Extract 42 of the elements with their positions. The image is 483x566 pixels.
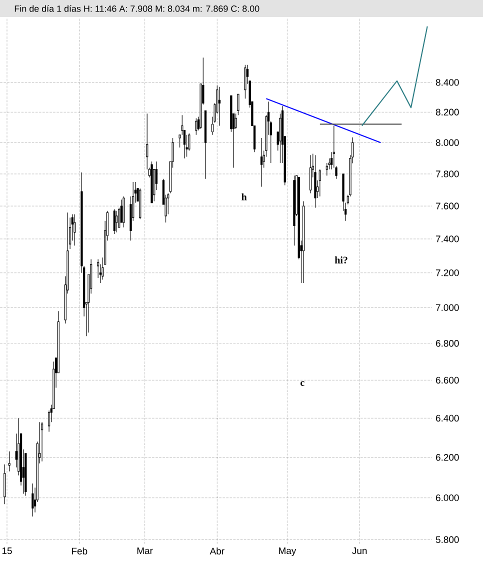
x-tick-label: Mar xyxy=(137,547,153,554)
candlestick xyxy=(40,422,44,462)
candlestick xyxy=(310,154,312,194)
y-tick-label: 7.400 xyxy=(436,236,459,242)
y-tick-label: 7.600 xyxy=(436,202,459,210)
y-tick-label: 6.000 xyxy=(436,494,459,502)
candlestick xyxy=(234,113,237,130)
candlestick xyxy=(15,433,18,468)
annotation: h xyxy=(242,193,247,200)
candlestick xyxy=(32,483,34,517)
candlestick xyxy=(326,162,328,176)
y-tick-label: 8.400 xyxy=(436,79,459,86)
candlestick xyxy=(218,86,221,126)
candlestick xyxy=(318,169,321,197)
candlestick xyxy=(244,64,246,99)
candlestick xyxy=(4,464,6,504)
y-tick-label: 7.200 xyxy=(436,269,459,276)
x-tick-label: Feb xyxy=(72,547,88,554)
line-series xyxy=(361,26,428,126)
annotation: c xyxy=(300,381,304,386)
y-tick-label: 6.800 xyxy=(436,340,459,347)
candlestick xyxy=(195,118,198,136)
candlestick xyxy=(74,214,76,246)
candlestick xyxy=(113,208,116,234)
y-tick-label: 7.800 xyxy=(436,170,459,178)
chart-title: Fin de día 1 días H: 11:46 A: 7.908 M: 8.034 m: 7.869 C: 8.00 xyxy=(14,5,260,12)
candlestick xyxy=(260,138,263,188)
y-tick-label: 6.600 xyxy=(436,376,459,384)
y-tick-label: 5.800 xyxy=(436,536,459,544)
y-tick-label: 7.000 xyxy=(436,304,459,311)
y-tick-label: 8.200 xyxy=(436,108,459,116)
x-tick-label: May xyxy=(279,547,296,556)
x-tick-label: Jun xyxy=(352,547,367,554)
y-tick-label: 8.000 xyxy=(436,139,459,146)
x-tick-label: Abr xyxy=(210,547,224,554)
candlestick xyxy=(237,94,240,116)
annotation: hi? xyxy=(334,256,348,264)
candlestick xyxy=(8,451,10,472)
candlestick xyxy=(116,210,118,233)
y-tick-label: 6.400 xyxy=(436,414,459,422)
x-tick-label: 15 xyxy=(2,547,12,554)
y-tick-label: 6.200 xyxy=(436,454,459,461)
